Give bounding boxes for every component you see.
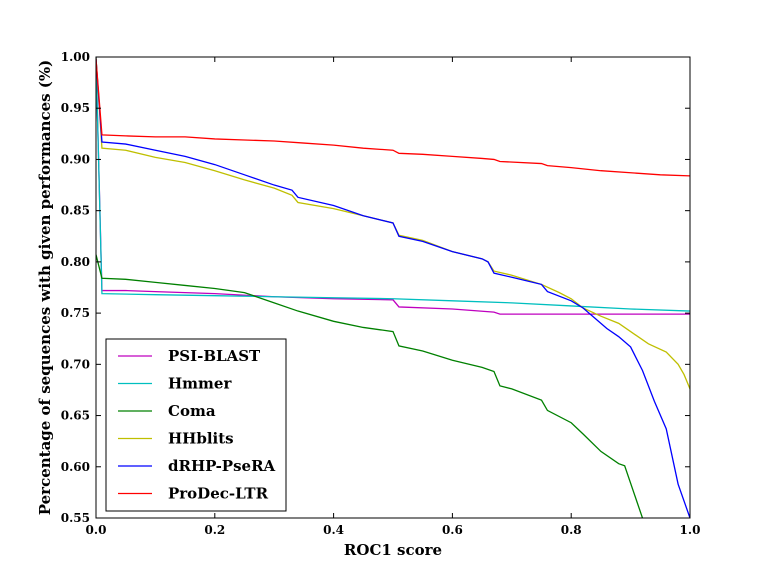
y-tick-label: 0.90 <box>61 152 90 166</box>
legend-label-coma: Coma <box>168 402 216 420</box>
legend-label-drhp-psera: dRHP-PseRA <box>168 457 276 475</box>
ticks-layer: 0.0 0.2 0.4 0.6 0.8 1.0 0.55 0.60 0.65 0.70 0.75 0.… <box>61 50 701 537</box>
y-tick-label: 1.00 <box>61 50 90 64</box>
y-axis-label: Percentage of sequences with given perfo… <box>36 60 54 516</box>
legend-label-hmmer: Hmmer <box>168 375 232 393</box>
x-tick-label: 0.6 <box>442 523 463 537</box>
series-line-drhp-psera <box>96 59 690 518</box>
x-axis-label: ROC1 score <box>344 541 442 559</box>
legend-label-hhblits: HHblits <box>168 430 234 448</box>
series-line-hmmer <box>96 57 690 312</box>
series-line-prodec-ltr <box>96 58 690 177</box>
x-tick-label: 0.0 <box>86 523 107 537</box>
y-tick-label: 0.75 <box>61 306 90 320</box>
x-tick-label: 0.8 <box>561 523 582 537</box>
series-line-psi-blast <box>96 57 690 315</box>
y-tick-label: 0.70 <box>61 357 90 371</box>
y-tick-label: 0.65 <box>61 409 90 423</box>
legend-label-prodec-ltr: ProDec-LTR <box>168 485 269 503</box>
plot-frame <box>95 56 691 519</box>
legend-box <box>105 338 287 512</box>
y-tick-label: 0.60 <box>61 460 90 474</box>
y-tick-label: 0.80 <box>61 255 90 269</box>
x-tick-label: 1.0 <box>680 523 701 537</box>
y-tick-label: 0.95 <box>61 101 90 115</box>
y-tick-label: 0.85 <box>61 204 90 218</box>
series-layer <box>96 57 690 518</box>
legend-label-psi-blast: PSI-BLAST <box>168 347 261 365</box>
series-line-coma <box>96 254 644 518</box>
x-tick-label: 0.4 <box>323 523 344 537</box>
y-tick-label: 0.55 <box>61 511 90 525</box>
x-tick-label: 0.2 <box>204 523 225 537</box>
legend: PSI-BLAST Hmmer Coma HHblits dRHP-PseRA ProDe… <box>105 338 287 512</box>
legend-items: PSI-BLAST Hmmer Coma HHblits dRHP-PseRA ProDe… <box>118 347 276 503</box>
